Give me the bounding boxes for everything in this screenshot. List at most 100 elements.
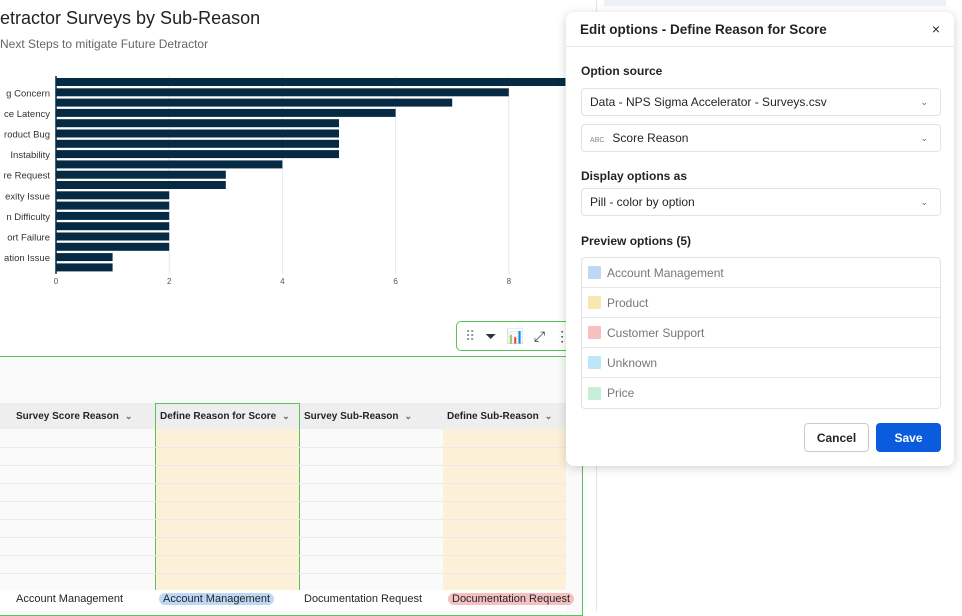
source-select[interactable]: Data - NPS Sigma Accelerator - Surveys.c… — [581, 88, 941, 116]
row-divider — [0, 519, 566, 520]
y-tick-label: ation Issue — [4, 253, 50, 264]
column-label: Define Sub-Reason — [447, 410, 539, 422]
cancel-button[interactable]: Cancel — [804, 423, 869, 452]
bar[interactable] — [56, 181, 226, 189]
select-value: Score Reason — [612, 131, 689, 145]
right-panel-item — [604, 0, 946, 6]
chart-title: etractor Surveys by Sub-Reason — [0, 8, 261, 28]
color-swatch-icon — [588, 386, 601, 400]
edit-options-dialog: Edit options - Define Reason for Score × … — [566, 12, 954, 466]
bar[interactable] — [56, 232, 170, 241]
chevron-down-icon[interactable]: ⌄ — [282, 411, 290, 421]
add-chart-icon[interactable]: 📊 — [506, 327, 524, 344]
option-source-label: Option source — [581, 64, 663, 78]
bar[interactable] — [56, 129, 339, 138]
color-swatch-icon — [588, 266, 601, 279]
option-label: Customer Support — [607, 325, 705, 340]
close-icon[interactable]: × — [931, 21, 940, 37]
color-swatch-icon — [588, 296, 601, 309]
preview-label: Preview options (5) — [581, 234, 692, 248]
y-tick-label: n Difficulty — [6, 212, 50, 223]
y-tick-label: exity Issue — [5, 191, 50, 202]
more-icon[interactable]: ⋮ — [555, 327, 570, 344]
bar[interactable] — [56, 78, 566, 86]
preview-option: Price — [582, 378, 940, 408]
y-tick-label: ce Latency — [4, 109, 50, 120]
expand-icon[interactable]: ⤢ — [533, 327, 546, 344]
x-tick-label: 0 — [54, 277, 59, 286]
chevron-down-icon[interactable]: ⌄ — [544, 410, 553, 421]
bar[interactable] — [56, 160, 283, 169]
element-toolbar: ⠿ ⏷ 📊 ⤢ ⋮ — [456, 321, 586, 351]
pill-cell[interactable]: Account Management — [159, 593, 275, 605]
column-select[interactable]: ABC Score Reason ⌄ — [581, 124, 941, 152]
bar[interactable] — [56, 211, 170, 220]
row-divider — [0, 537, 566, 538]
text-type-icon: ABC — [590, 137, 605, 144]
dialog-title: Edit options - Define Reason for Score — [580, 21, 827, 37]
bar[interactable] — [56, 201, 170, 210]
chevron-down-icon: ⌄ — [920, 132, 928, 143]
color-swatch-icon — [588, 356, 601, 369]
table-header: Survey Score Reason ⌄ Define Reason for S… — [0, 403, 566, 429]
bar-chart: 0 2 4 6 8 g Concern ce Latency roduct Bug Instab… — [4, 76, 566, 286]
cell[interactable]: Documentation Request — [304, 593, 423, 605]
chart-subtitle: Next Steps to mitigate Future Detractor — [0, 37, 209, 51]
column-header[interactable]: Survey Sub-Reason ⌄ — [300, 403, 443, 429]
bar[interactable] — [56, 139, 339, 148]
column-label: Survey Score Reason — [16, 410, 119, 422]
bar[interactable] — [56, 253, 113, 262]
select-value: Data - NPS Sigma Accelerator - Surveys.c… — [590, 95, 827, 109]
chevron-down-icon: ⌄ — [920, 196, 928, 207]
bar[interactable] — [56, 88, 509, 97]
preview-option: Customer Support — [582, 318, 940, 348]
bar[interactable] — [56, 98, 453, 107]
bar[interactable] — [56, 222, 170, 231]
display-select[interactable]: Pill - color by option ⌄ — [581, 188, 941, 216]
row-divider — [0, 573, 566, 574]
bar[interactable] — [56, 170, 226, 179]
x-tick-label: 4 — [280, 277, 285, 286]
bar[interactable] — [56, 242, 170, 251]
cell[interactable]: Account Management — [16, 593, 124, 605]
row-divider — [0, 483, 566, 484]
option-label: Price — [607, 386, 635, 400]
bar[interactable] — [56, 119, 339, 128]
row-divider — [0, 465, 566, 466]
preview-options-list: Account Management Product Customer Suppor… — [581, 257, 941, 409]
select-value: Pill - color by option — [590, 195, 695, 209]
chevron-down-icon: ⌄ — [920, 96, 928, 107]
y-tick-label: roduct Bug — [4, 130, 50, 141]
chevron-down-icon[interactable]: ⌄ — [404, 410, 413, 421]
column-label: Survey Sub-Reason — [304, 410, 399, 422]
chevron-down-icon[interactable]: ⌄ — [124, 410, 133, 421]
row-divider — [0, 501, 566, 502]
bar[interactable] — [56, 108, 396, 117]
x-tick-label: 2 — [167, 277, 172, 286]
save-button[interactable]: Save — [876, 423, 941, 452]
pill-cell[interactable]: Documentation Request — [448, 593, 575, 605]
input-column — [443, 429, 566, 611]
drag-handle-icon[interactable]: ⠿ — [465, 327, 476, 344]
preview-option: Unknown — [582, 348, 940, 378]
y-tick-label: ort Failure — [7, 233, 50, 244]
filter-icon[interactable]: ⏷ — [485, 327, 497, 344]
x-tick-label: 6 — [393, 277, 398, 286]
column-header[interactable]: Survey Score Reason ⌄ — [12, 403, 155, 429]
row-divider — [0, 555, 566, 556]
column-header[interactable]: Define Sub-Reason ⌄ — [443, 403, 566, 429]
option-label: Account Management — [607, 265, 724, 280]
bar[interactable] — [56, 150, 339, 159]
y-tick-label: Instability — [10, 150, 50, 161]
bar[interactable] — [56, 191, 170, 200]
table-row: Account Management Account Management Do… — [0, 590, 575, 611]
color-swatch-icon — [588, 326, 601, 339]
column-header-selected[interactable]: Define Reason for Score ⌄ — [155, 403, 300, 429]
column-label: Define Reason for Score — [160, 411, 277, 422]
bar[interactable] — [56, 263, 113, 272]
row-divider — [0, 447, 566, 448]
option-label: Product — [607, 295, 649, 310]
x-tick-label: 8 — [507, 277, 512, 286]
option-label: Unknown — [607, 355, 658, 370]
selected-column — [155, 429, 300, 611]
